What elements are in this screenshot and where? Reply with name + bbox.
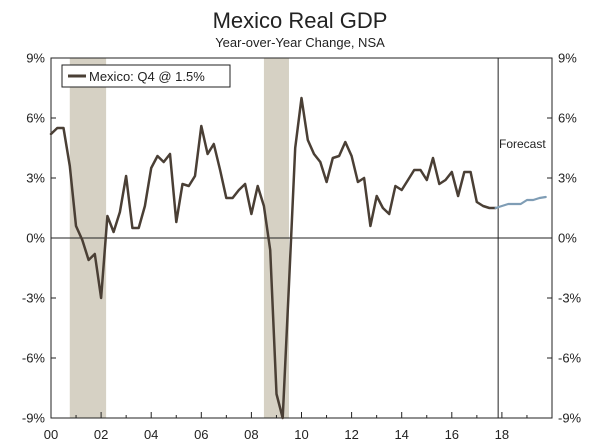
y-tick-left-label: 6% [26,111,45,126]
x-tick-label: 00 [44,427,58,442]
chart-title: Mexico Real GDP [213,8,388,33]
series-lines [49,96,547,420]
x-tick-label: 12 [344,427,358,442]
y-tick-left-label: 3% [26,171,45,186]
legend-box [61,64,231,88]
x-tick-label: 06 [194,427,208,442]
series-line-forecast [494,195,547,210]
x-tick-label: 02 [94,427,108,442]
axes: 9% 9%6% 6%3% 3%0% 0%-3% -3%-6% -6%-9% -9%00 02 04… [22,51,582,443]
y-tick-left-label: 0% [26,231,45,246]
y-tick-right-label: -3% [558,291,582,306]
y-tick-right-label: 0% [558,231,577,246]
series-line-actual [49,96,497,420]
x-tick-label: 10 [294,427,308,442]
y-tick-left-label: -9% [22,411,46,426]
y-tick-right-label: -6% [558,351,582,366]
y-tick-left-label: -6% [22,351,46,366]
x-tick-label: 04 [144,427,158,442]
y-tick-left-label: 9% [26,51,45,66]
x-tick-label: 14 [394,427,408,442]
chart-subtitle: Year-over-Year Change, NSA [215,35,385,50]
x-tick-label: 08 [244,427,258,442]
y-tick-right-label: 6% [558,111,577,126]
y-tick-right-label: 9% [558,51,577,66]
x-tick-label: 18 [495,427,509,442]
x-tick-label: 16 [445,427,459,442]
forecast-annotation: Forecast [499,137,546,151]
legend-label: Mexico: Q4 @ 1.5% [89,69,205,84]
y-tick-left-label: -3% [22,291,46,306]
y-tick-right-label: -9% [558,411,582,426]
y-tick-right-label: 3% [558,171,577,186]
legend: Mexico: Q4 @ 1.5% [61,64,231,88]
